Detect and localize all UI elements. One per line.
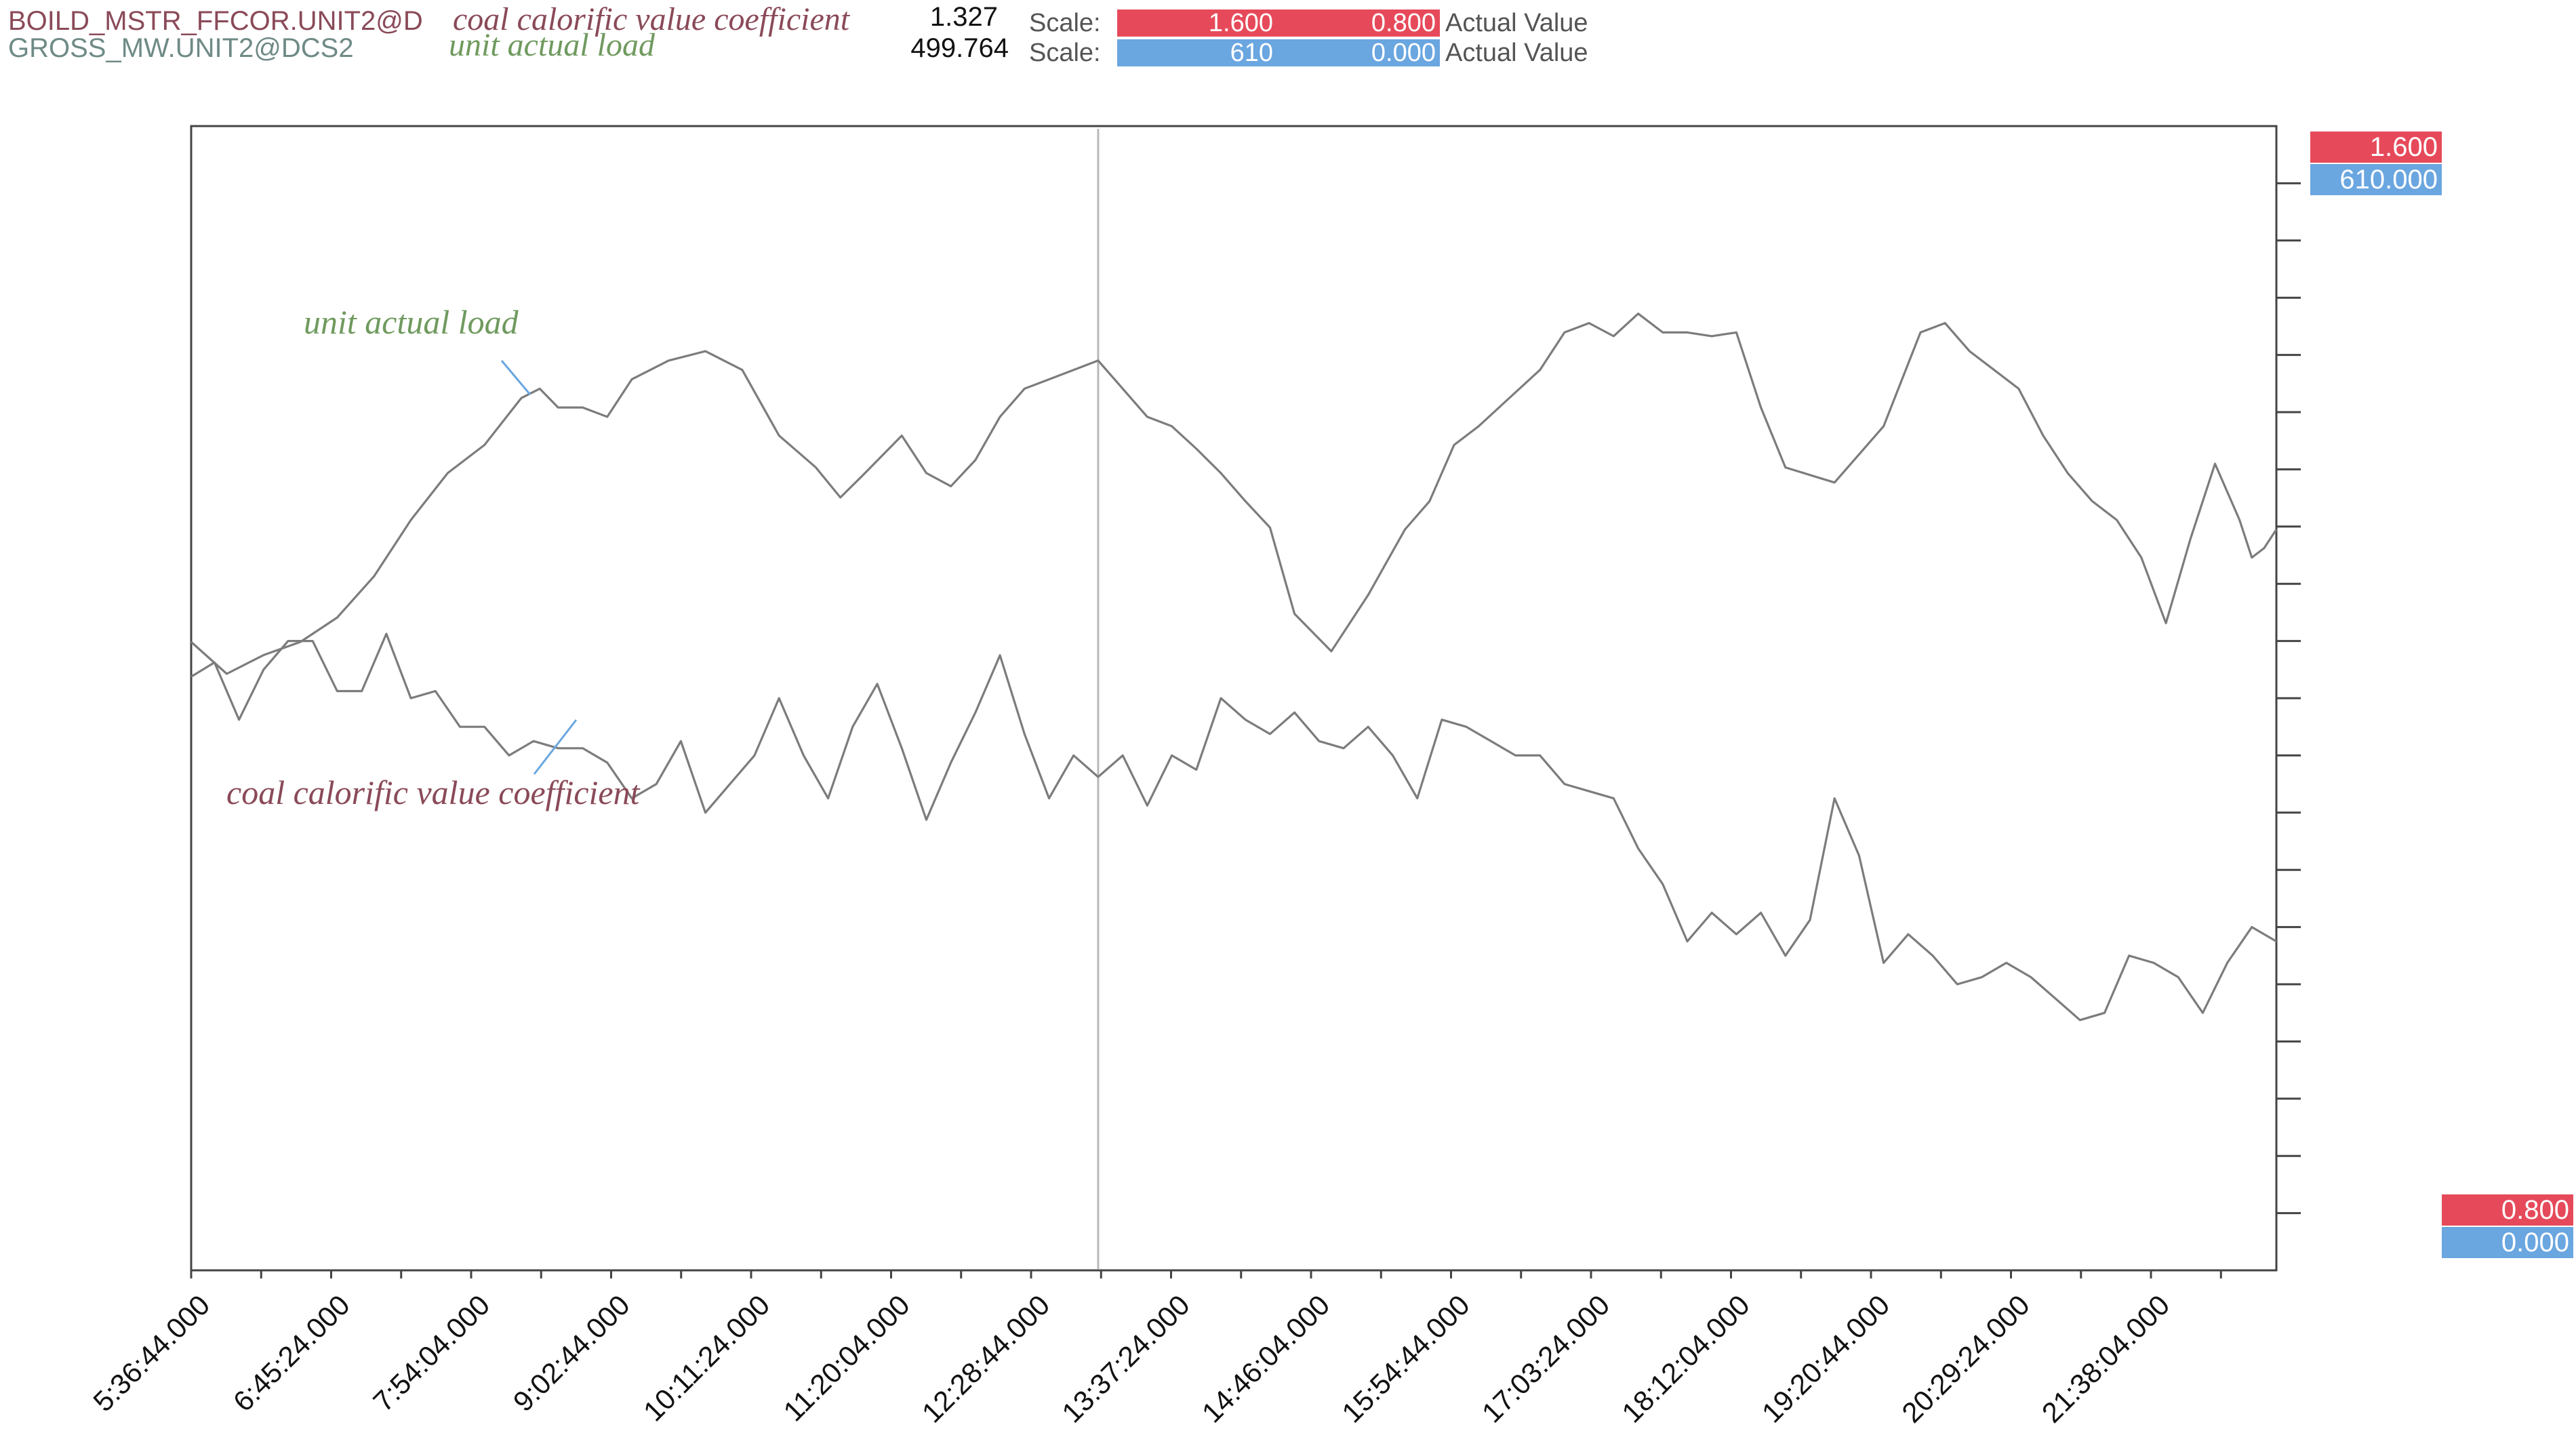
coef-mode: Actual Value [1445,9,1588,37]
x-tick-label: 13:37:24.000 [1055,1289,1196,1429]
coef-scale-label: Scale: [1029,9,1101,37]
axis-badge-top-red [2310,132,2442,163]
axis-badge-bottom-red-label: 0.800 [2501,1195,2569,1225]
x-tick-label: 17:03:24.000 [1476,1289,1616,1429]
x-tick-label: 19:20:44.000 [1756,1289,1896,1429]
coef-description: coal calorific value coefficient [453,1,851,37]
load-current-value: 499.764 [910,33,1009,63]
series-line-unit-actual-load [190,312,2278,675]
axis-badge-bottom-blue [2442,1227,2573,1258]
x-tick-label: 14:46:04.000 [1196,1289,1336,1429]
annotation-leader-load [500,360,531,395]
axis-badge-top-blue-label: 610.000 [2339,165,2438,195]
series-line-coal-calorific-value-coefficient [190,632,2277,1022]
coef-scale-max: 1.600 [1209,9,1273,37]
x-tick-label: 10:11:24.000 [637,1289,776,1427]
axis-badge-bottom-blue-label: 0.000 [2501,1228,2569,1257]
load-tag: GROSS_MW.UNIT2@DCS2 [8,33,354,63]
load-scale-max: 610 [1230,39,1273,67]
axis-badge-top-blue [2310,164,2442,195]
coef-scale-min: 0.800 [1371,9,1436,37]
plot-frame [190,125,2278,1272]
load-description: unit actual load [449,27,656,63]
x-tick-label: 18:12:04.000 [1615,1289,1756,1429]
annotation-unit-actual-load: unit actual load [304,303,519,341]
x-tick-label: 20:29:24.000 [1895,1289,2036,1429]
axis-badge-top-red-label: 1.600 [2370,132,2438,162]
x-axis-tick-labels: 5:36:44.000 6:45:24.000 7:54:04.000 9:02:44… [87,1289,2175,1429]
load-scale-label: Scale: [1029,39,1101,67]
annotation-leader-coef [533,719,578,775]
x-tick-label: 11:20:04.000 [777,1289,915,1427]
load-scale-bar [1117,39,1440,66]
x-tick-label: 21:38:04.000 [2036,1289,2176,1429]
load-scale-min: 0.000 [1371,39,1436,67]
x-tick-label: 15:54:44.000 [1335,1289,1476,1429]
x-tick-label: 6:45:24.000 [227,1289,356,1417]
x-tick-label: 7:54:04.000 [367,1289,496,1417]
coef-current-value: 1.327 [930,2,998,32]
axis-badge-bottom-red [2442,1194,2573,1226]
right-axis-ticks [2276,182,2301,1215]
bottom-axis-ticks [190,1270,2222,1278]
load-mode: Actual Value [1445,39,1588,67]
annotation-coal-calorific-value-coefficient: coal calorific value coefficient [226,773,641,811]
x-tick-label: 9:02:44.000 [507,1289,636,1417]
coef-scale-bar [1117,9,1440,37]
coef-tag: BOILD_MSTR_FFCOR.UNIT2@D [8,6,423,36]
x-tick-label: 5:36:44.000 [87,1289,216,1417]
x-tick-label: 12:28:44.000 [916,1289,1056,1429]
